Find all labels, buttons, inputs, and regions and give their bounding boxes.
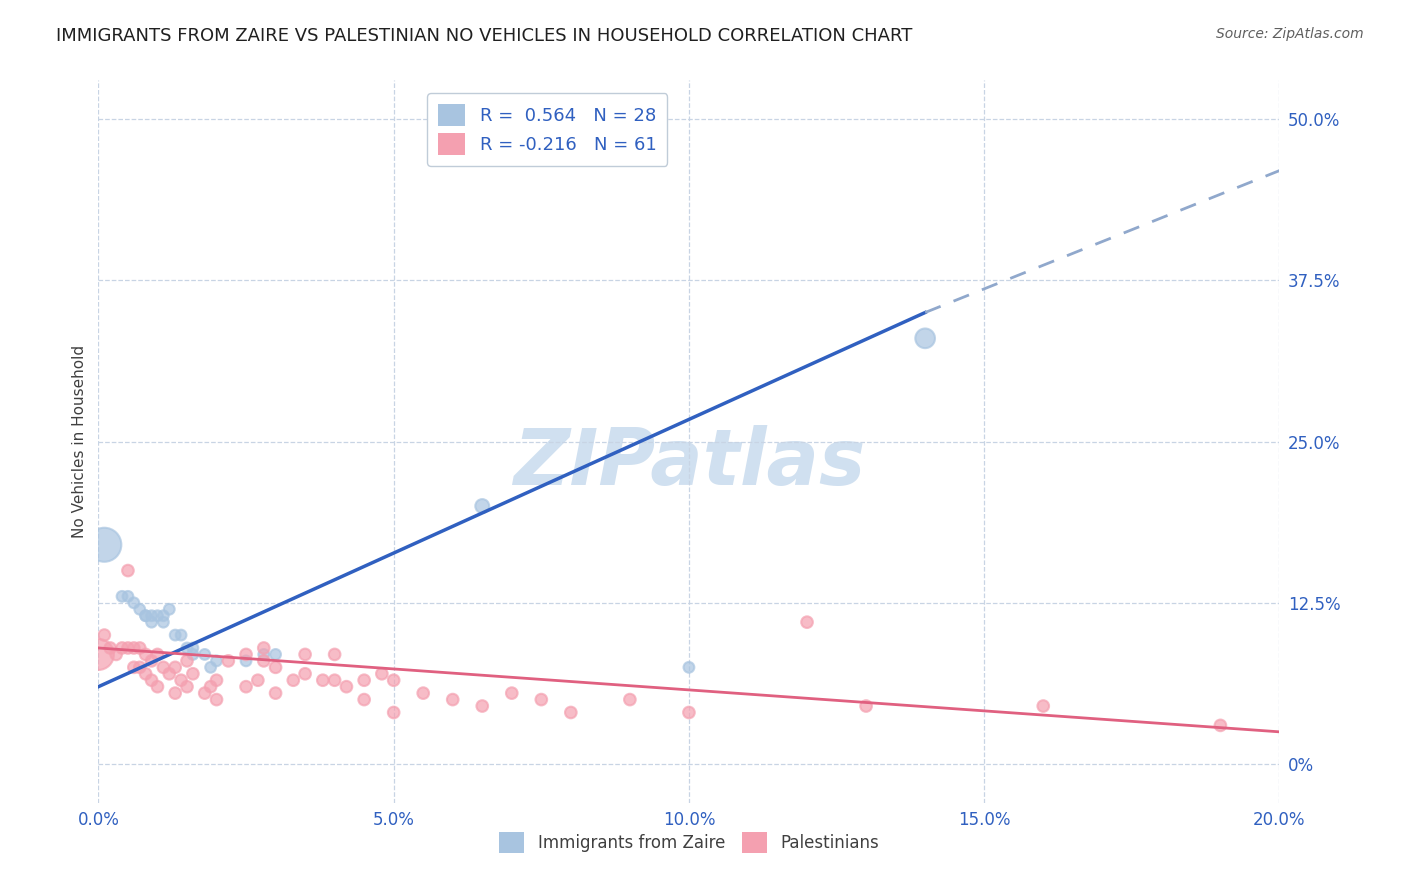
Point bbox=[122, 640, 145, 655]
Point bbox=[181, 666, 204, 681]
Point bbox=[471, 499, 494, 513]
Point bbox=[117, 640, 139, 655]
Point bbox=[122, 660, 145, 674]
Text: Source: ZipAtlas.com: Source: ZipAtlas.com bbox=[1216, 27, 1364, 41]
Point bbox=[152, 660, 174, 674]
Point bbox=[141, 654, 163, 668]
Point bbox=[135, 648, 157, 662]
Point bbox=[253, 654, 276, 668]
Point bbox=[335, 680, 357, 694]
Point bbox=[371, 666, 394, 681]
Point bbox=[176, 680, 198, 694]
Point bbox=[205, 692, 228, 706]
Point bbox=[117, 564, 139, 578]
Point bbox=[117, 590, 139, 604]
Point bbox=[141, 615, 163, 630]
Point bbox=[471, 137, 494, 152]
Point bbox=[253, 640, 276, 655]
Point bbox=[105, 648, 128, 662]
Point bbox=[412, 686, 434, 700]
Point bbox=[135, 666, 157, 681]
Point bbox=[441, 692, 464, 706]
Point bbox=[157, 602, 180, 616]
Legend: Immigrants from Zaire, Palestinians: Immigrants from Zaire, Palestinians bbox=[492, 826, 886, 860]
Point bbox=[93, 538, 115, 552]
Point bbox=[176, 640, 198, 655]
Point bbox=[146, 680, 169, 694]
Point bbox=[914, 331, 936, 345]
Point bbox=[152, 608, 174, 623]
Point bbox=[128, 602, 150, 616]
Point bbox=[135, 608, 157, 623]
Point bbox=[165, 686, 187, 700]
Point bbox=[128, 640, 150, 655]
Point bbox=[194, 686, 217, 700]
Point bbox=[1032, 699, 1054, 714]
Text: IMMIGRANTS FROM ZAIRE VS PALESTINIAN NO VEHICLES IN HOUSEHOLD CORRELATION CHART: IMMIGRANTS FROM ZAIRE VS PALESTINIAN NO … bbox=[56, 27, 912, 45]
Point bbox=[471, 699, 494, 714]
Point bbox=[253, 648, 276, 662]
Point bbox=[205, 654, 228, 668]
Point bbox=[194, 648, 217, 662]
Point bbox=[1209, 718, 1232, 732]
Point bbox=[283, 673, 305, 688]
Point bbox=[146, 608, 169, 623]
Point bbox=[135, 608, 157, 623]
Point bbox=[353, 692, 375, 706]
Point bbox=[501, 686, 523, 700]
Point bbox=[560, 706, 582, 720]
Point bbox=[141, 608, 163, 623]
Point bbox=[181, 640, 204, 655]
Point bbox=[128, 660, 150, 674]
Text: ZIPatlas: ZIPatlas bbox=[513, 425, 865, 501]
Point bbox=[294, 648, 316, 662]
Y-axis label: No Vehicles in Household: No Vehicles in Household bbox=[72, 345, 87, 538]
Point bbox=[165, 628, 187, 642]
Point bbox=[264, 648, 287, 662]
Point bbox=[246, 673, 269, 688]
Point bbox=[235, 648, 257, 662]
Point bbox=[176, 654, 198, 668]
Point bbox=[530, 692, 553, 706]
Point bbox=[678, 660, 700, 674]
Point bbox=[264, 686, 287, 700]
Point bbox=[200, 660, 222, 674]
Point bbox=[264, 660, 287, 674]
Point bbox=[382, 673, 405, 688]
Point bbox=[165, 660, 187, 674]
Point bbox=[111, 640, 134, 655]
Point bbox=[141, 673, 163, 688]
Point bbox=[235, 680, 257, 694]
Point bbox=[170, 628, 193, 642]
Point bbox=[152, 615, 174, 630]
Point bbox=[111, 590, 134, 604]
Point bbox=[217, 654, 239, 668]
Point bbox=[312, 673, 335, 688]
Point bbox=[235, 654, 257, 668]
Point bbox=[98, 640, 121, 655]
Point bbox=[382, 706, 405, 720]
Point bbox=[796, 615, 818, 630]
Point bbox=[146, 648, 169, 662]
Point bbox=[170, 673, 193, 688]
Point bbox=[200, 680, 222, 694]
Point bbox=[323, 648, 346, 662]
Point bbox=[353, 673, 375, 688]
Point bbox=[205, 673, 228, 688]
Point bbox=[157, 666, 180, 681]
Point bbox=[294, 666, 316, 681]
Point bbox=[323, 673, 346, 688]
Point bbox=[619, 692, 641, 706]
Point bbox=[678, 706, 700, 720]
Point bbox=[93, 628, 115, 642]
Point bbox=[87, 648, 110, 662]
Point bbox=[855, 699, 877, 714]
Point bbox=[181, 648, 204, 662]
Point bbox=[122, 596, 145, 610]
